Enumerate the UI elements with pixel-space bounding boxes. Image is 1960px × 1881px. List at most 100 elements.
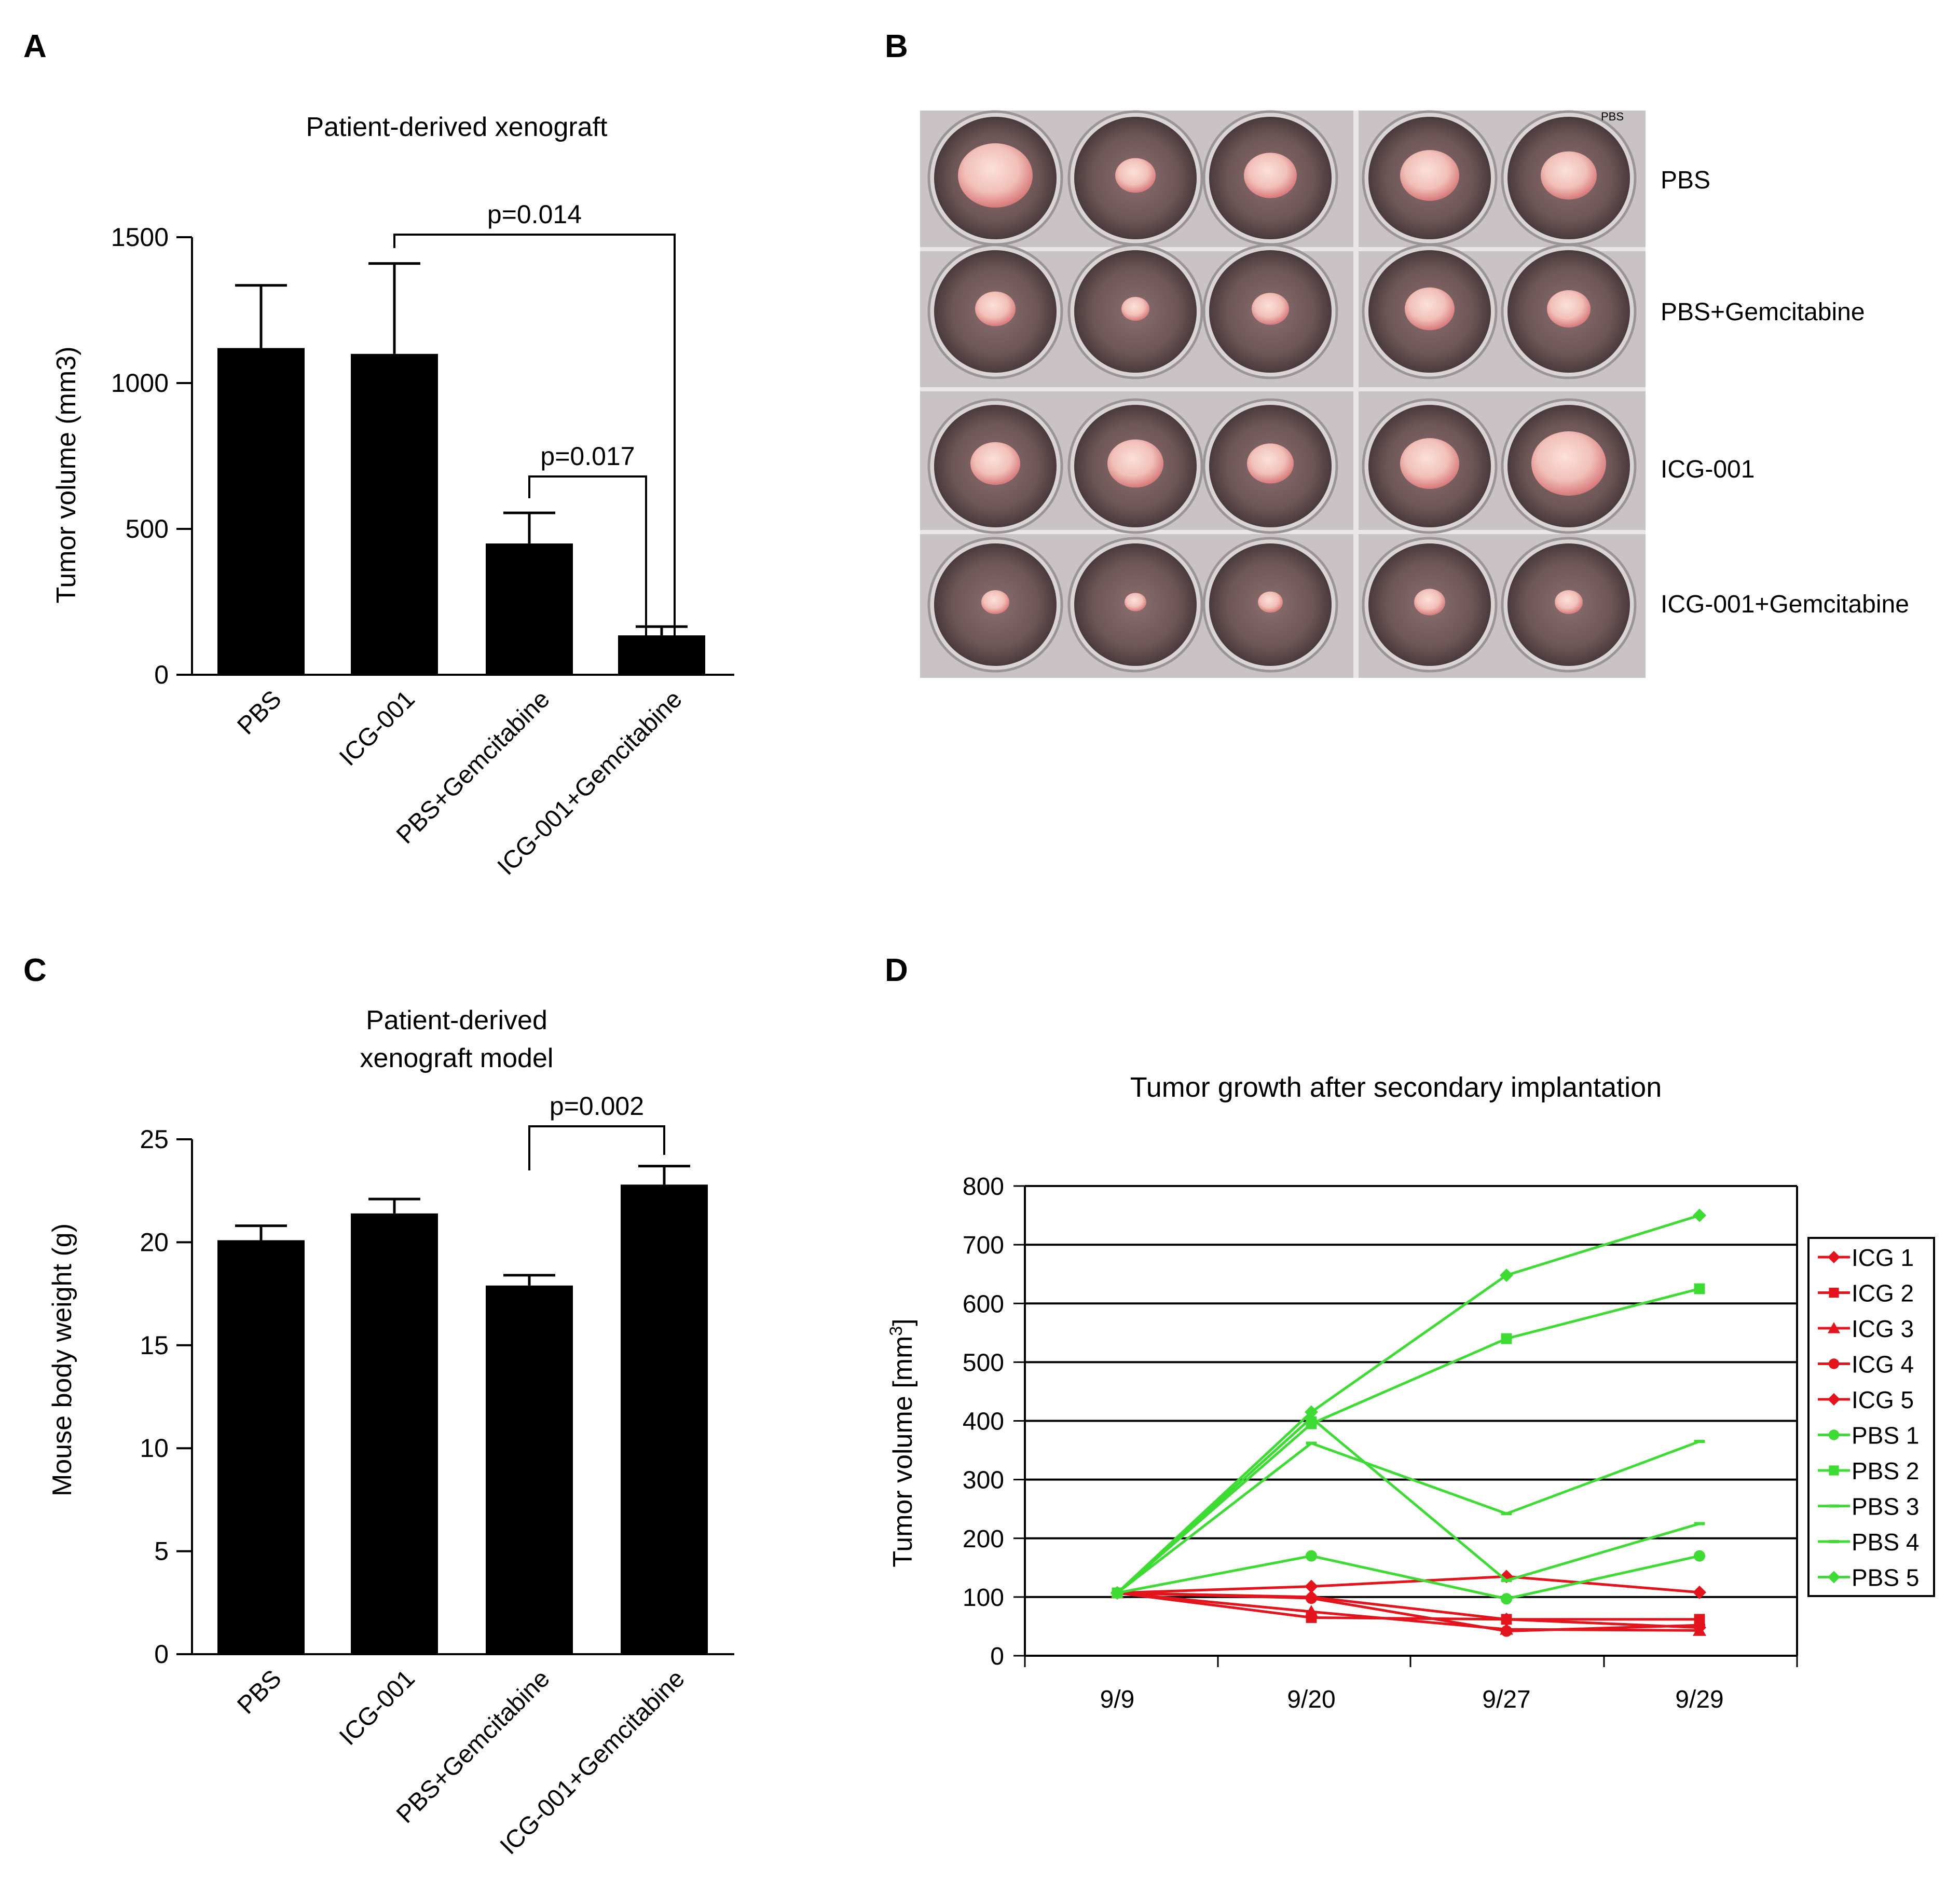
panel-d: D Tumor growth after secondary implantat… bbox=[885, 952, 1935, 1713]
panel-letter-c: C bbox=[23, 952, 47, 988]
marker-diamond bbox=[1500, 1612, 1513, 1626]
marker-dash bbox=[1501, 1579, 1512, 1583]
x-tick-label: 9/9 bbox=[1100, 1686, 1135, 1713]
series-line bbox=[1117, 1591, 1700, 1632]
legend-entry: ICG 2 bbox=[1852, 1280, 1914, 1307]
tumor bbox=[1547, 290, 1591, 328]
panel-b: B PBS PBS PBS+Gemcitabine ICG-001 ICG-00… bbox=[885, 29, 1909, 678]
y-tick-label: 0 bbox=[990, 1643, 1004, 1670]
x-tick-label: ICG-001 bbox=[334, 685, 420, 771]
marker-diamond bbox=[1305, 1579, 1318, 1593]
marker-diamond bbox=[1693, 1620, 1706, 1634]
y-tick-label: 500 bbox=[126, 514, 169, 543]
y-tick-label: 600 bbox=[963, 1290, 1004, 1318]
y-tick-label: 1000 bbox=[111, 369, 169, 398]
row-label-pbs: PBS bbox=[1661, 167, 1710, 194]
marker-circle bbox=[1500, 1625, 1513, 1637]
marker-circle bbox=[1693, 1550, 1706, 1562]
chart-title-line-2: xenograft model bbox=[360, 1043, 554, 1073]
series-line bbox=[1117, 1591, 1700, 1632]
y-axis-label: Tumor volume (mm3) bbox=[51, 346, 81, 603]
series-line bbox=[1116, 1416, 1700, 1594]
tumor bbox=[1115, 158, 1156, 193]
marker-circle bbox=[1828, 1429, 1840, 1440]
panel-a: A Patient-derived xenograft Tumor volume… bbox=[23, 29, 734, 880]
bar bbox=[486, 1285, 573, 1654]
marker-diamond bbox=[1828, 1393, 1840, 1406]
marker-square bbox=[1694, 1283, 1705, 1294]
y-axis-label: Mouse body weight (g) bbox=[47, 1223, 77, 1496]
significance-label: p=0.014 bbox=[487, 200, 582, 229]
panel-letter-b: B bbox=[885, 29, 908, 64]
legend-entry: PBS 1 bbox=[1852, 1422, 1919, 1449]
x-tick-label: 9/29 bbox=[1675, 1686, 1723, 1713]
series-line bbox=[1116, 1214, 1700, 1594]
bar bbox=[621, 1184, 708, 1654]
marker-dash bbox=[1694, 1440, 1705, 1443]
y-tick-label: 700 bbox=[963, 1232, 1004, 1259]
tumor bbox=[1400, 150, 1459, 201]
x-tick-label: ICG-001 bbox=[334, 1665, 420, 1751]
bar bbox=[217, 1240, 305, 1654]
chart-title: Tumor growth after secondary implantatio… bbox=[1130, 1072, 1662, 1103]
y-tick-label: 10 bbox=[140, 1434, 169, 1463]
marker-diamond bbox=[1828, 1251, 1840, 1263]
x-tick-label: PBS bbox=[232, 1665, 286, 1719]
tumor bbox=[1247, 443, 1294, 484]
tumor bbox=[1121, 297, 1149, 321]
legend-entry: ICG 1 bbox=[1852, 1244, 1914, 1271]
x-tick-label: 9/20 bbox=[1287, 1686, 1335, 1713]
panel-c: C Patient-derived xenograft model Mouse … bbox=[23, 952, 734, 1860]
y-tick-label: 400 bbox=[963, 1408, 1004, 1436]
marker-dash bbox=[1306, 1441, 1317, 1445]
marker-triangle bbox=[1828, 1322, 1840, 1333]
series-line bbox=[1116, 1440, 1700, 1594]
marker-diamond bbox=[1305, 1405, 1318, 1419]
marker-diamond bbox=[1305, 1590, 1318, 1604]
significance-bracket bbox=[393, 234, 676, 644]
tumor bbox=[958, 143, 1033, 208]
y-tick-label: 0 bbox=[154, 1640, 169, 1669]
legend-entry: PBS 2 bbox=[1852, 1457, 1919, 1484]
significance-label: p=0.017 bbox=[540, 442, 635, 471]
y-tick-label: 15 bbox=[140, 1331, 169, 1360]
legend-entry: ICG 3 bbox=[1852, 1315, 1914, 1342]
tumor bbox=[1244, 153, 1297, 198]
tumor bbox=[1252, 293, 1289, 325]
legend-entry: PBS 3 bbox=[1852, 1493, 1919, 1520]
marker-square bbox=[1829, 1287, 1839, 1298]
x-tick-label: 9/27 bbox=[1482, 1686, 1530, 1713]
well-plate-label: PBS bbox=[1601, 110, 1624, 123]
marker-circle bbox=[1828, 1358, 1840, 1369]
tumor bbox=[1414, 589, 1445, 616]
y-tick-label: 200 bbox=[963, 1525, 1004, 1553]
tumor bbox=[970, 442, 1020, 485]
bar bbox=[351, 353, 438, 675]
series-line bbox=[1117, 1575, 1700, 1594]
significance-label: p=0.002 bbox=[550, 1092, 644, 1121]
marker-circle bbox=[1305, 1550, 1318, 1562]
marker-triangle bbox=[1305, 1605, 1318, 1617]
marker-square bbox=[1501, 1333, 1512, 1344]
tumor bbox=[981, 590, 1009, 614]
chart-title: Patient-derived xenograft bbox=[306, 112, 608, 142]
series-line bbox=[1117, 1591, 1699, 1621]
tumor bbox=[1107, 439, 1163, 488]
row-label-pbs-gemcitabine: PBS+Gemcitabine bbox=[1661, 298, 1865, 326]
legend-entry: PBS 4 bbox=[1852, 1529, 1919, 1556]
series-line bbox=[1117, 1555, 1700, 1600]
tumor bbox=[975, 291, 1016, 326]
marker-dash bbox=[1829, 1504, 1839, 1508]
row-label-icg-001-gemcitabine: ICG-001+Gemcitabine bbox=[1661, 591, 1909, 618]
tumor bbox=[1555, 590, 1583, 614]
bar bbox=[618, 635, 705, 675]
row-label-icg-001: ICG-001 bbox=[1661, 456, 1755, 483]
significance-bracket bbox=[528, 1125, 665, 1170]
legend-entry: ICG 5 bbox=[1852, 1386, 1914, 1413]
panel-letter-d: D bbox=[885, 952, 908, 988]
y-axis-label: Tumor volume [mm3] bbox=[886, 1318, 918, 1567]
series-line bbox=[1117, 1591, 1700, 1629]
bar bbox=[351, 1213, 438, 1654]
marker-diamond bbox=[1111, 1586, 1124, 1600]
